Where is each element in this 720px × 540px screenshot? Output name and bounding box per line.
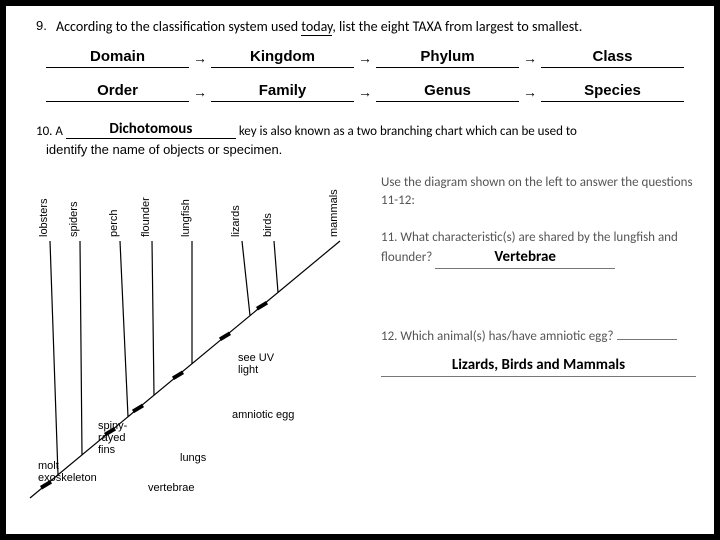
taxa-blank: Phylum — [376, 48, 519, 68]
q12-number: 12. — [381, 329, 397, 344]
taxa-blank: Family — [211, 82, 354, 102]
q9-underlined-word: today — [301, 18, 332, 36]
svg-text:spiny-rayedfins: spiny-rayedfins — [98, 420, 128, 456]
q11-number: 11. — [381, 230, 397, 245]
svg-text:amniotic egg: amniotic egg — [232, 409, 294, 421]
svg-text:mammals: mammals — [328, 189, 340, 237]
q9-prompt-after: , list the eight TAXA from largest to sm… — [332, 18, 582, 35]
svg-text:lizards: lizards — [230, 205, 242, 237]
taxa-blank: Species — [541, 82, 684, 102]
q9-prompt: According to the classification system u… — [56, 18, 582, 35]
taxa-row-2: Order → Family → Genus → Species — [46, 82, 684, 102]
q9-prompt-before: According to the classification system u… — [56, 18, 301, 35]
taxa-blank: Class — [541, 48, 684, 68]
arrow-icon: → — [354, 50, 376, 66]
q11: 11. What characteristic(s) are shared by… — [381, 229, 696, 269]
arrow-icon: → — [519, 84, 541, 100]
svg-text:see UVlight: see UVlight — [238, 352, 275, 376]
taxa-blank: Domain — [46, 48, 189, 68]
arrow-icon: → — [354, 84, 376, 100]
q10-suffix: key is also known as a two branching cha… — [236, 124, 577, 139]
taxa-row-1: Domain → Kingdom → Phylum → Class — [46, 48, 684, 68]
taxa-blank: Kingdom — [211, 48, 354, 68]
arrow-icon: → — [519, 50, 541, 66]
svg-text:flounder: flounder — [140, 197, 152, 237]
arrow-icon: → — [189, 84, 211, 100]
svg-text:moltexoskeleton: moltexoskeleton — [38, 460, 97, 484]
q12-inline-blank — [617, 339, 677, 340]
svg-text:lungs: lungs — [180, 452, 207, 464]
q10-prefix: A — [52, 124, 65, 139]
svg-text:birds: birds — [262, 213, 274, 237]
taxa-blank: Genus — [376, 82, 519, 102]
svg-text:spiders: spiders — [68, 201, 80, 237]
q10-line2: identify the name of objects or specimen… — [46, 142, 282, 157]
svg-text:lobsters: lobsters — [38, 198, 50, 237]
q11-text: What characteristic(s) are shared by the… — [397, 230, 677, 245]
q10-number: 10. — [36, 124, 52, 139]
q11-answer: Vertebrae — [435, 247, 615, 269]
right-questions: Use the diagram shown on the left to ans… — [381, 174, 696, 377]
q12: 12. Which animal(s) has/have amniotic eg… — [381, 329, 696, 377]
taxa-blank: Order — [46, 82, 189, 102]
cladogram-svg: lobsters spiders perch flounder lungfish liza… — [20, 171, 370, 501]
q11-text2: flounder? — [381, 250, 435, 265]
q10-line: 10. A Dichotomous key is also known as a… — [36, 120, 577, 139]
svg-text:vertebrae: vertebrae — [148, 482, 194, 494]
svg-text:lungfish: lungfish — [180, 199, 192, 237]
q9-number: 9. — [36, 18, 47, 33]
arrow-icon: → — [189, 50, 211, 66]
cladogram-diagram: lobsters spiders perch flounder lungfish liza… — [20, 171, 370, 501]
q12-answer: Lizards, Birds and Mammals — [381, 356, 696, 377]
diagram-instruction: Use the diagram shown on the left to ans… — [381, 174, 696, 209]
q10-answer: Dichotomous — [66, 120, 236, 139]
q12-text: Which animal(s) has/have amniotic egg? — [397, 329, 616, 344]
svg-text:perch: perch — [108, 209, 120, 237]
